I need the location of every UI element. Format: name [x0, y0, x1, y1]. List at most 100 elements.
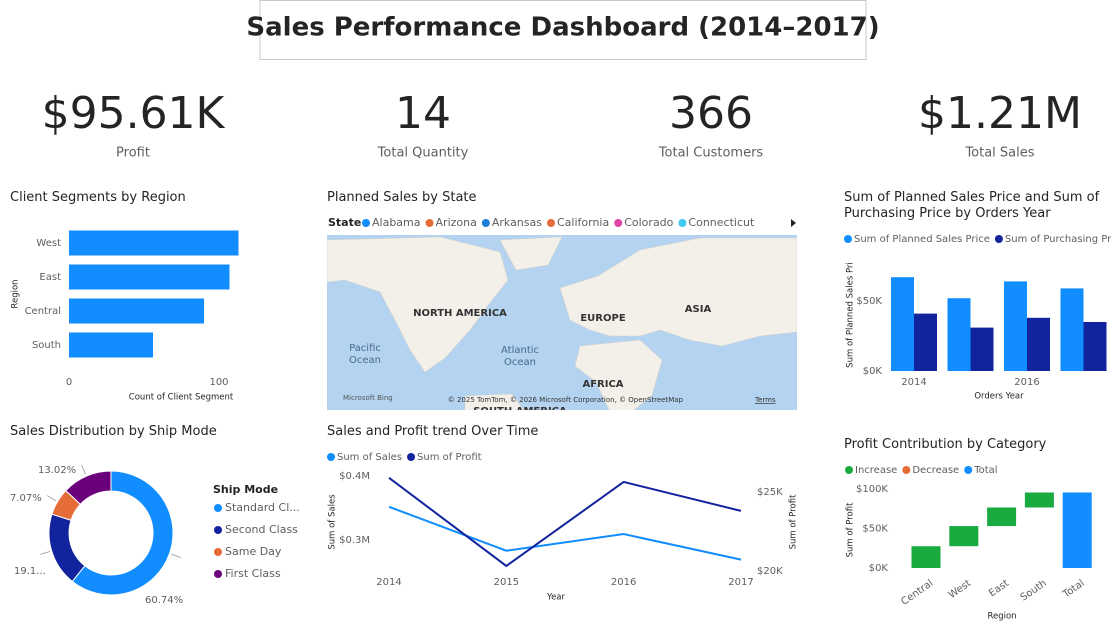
y-axis-label: Sum of Sales	[328, 494, 338, 550]
legend-label: Alabama	[372, 216, 421, 229]
x-axis-label: Orders Year	[974, 392, 1024, 402]
map-logo: Microsoft Bing	[343, 394, 393, 402]
x-tick-label: 100	[209, 377, 228, 388]
map-label: Atlantic	[501, 345, 539, 356]
y-tick-label: $0K	[869, 563, 889, 574]
data-label: 13.02%	[38, 465, 76, 476]
map-attribution: © 2025 TomTom, © 2026 Microsoft Corporat…	[448, 396, 684, 404]
x-tick-label: Central	[899, 578, 935, 608]
map-legend-title: State	[328, 216, 361, 229]
y-tick-label: East	[39, 272, 61, 283]
kpi-label: Total Quantity	[377, 146, 469, 161]
bar	[1004, 281, 1027, 371]
map-label: SOUTH AMERICA	[473, 406, 567, 417]
bar	[1024, 492, 1054, 508]
legend-label: First Class	[225, 567, 281, 580]
legend-marker	[481, 219, 490, 227]
map-label: Ocean	[349, 355, 381, 366]
y2-tick-label: $20K	[757, 566, 783, 577]
donut-slice	[65, 470, 112, 505]
y-tick-label: West	[36, 238, 61, 249]
bar	[69, 230, 239, 256]
map-label: Ocean	[504, 357, 536, 368]
legend-marker	[902, 466, 911, 474]
donut-slice	[71, 470, 174, 596]
legend-title: Ship Mode	[213, 483, 278, 496]
bar	[69, 264, 230, 290]
kpi-value: $1.21M	[918, 88, 1082, 139]
y2-tick-label: $25K	[757, 487, 783, 498]
bar	[987, 507, 1017, 527]
kpi-value: $95.61K	[42, 88, 226, 139]
bar	[970, 327, 994, 371]
legend-marker	[327, 453, 335, 461]
chart-title: Sales and Profit trend Over Time	[327, 424, 539, 439]
map-label: AFRICA	[582, 379, 623, 390]
y-tick-label: $0K	[863, 366, 883, 377]
x-tick-label: 2016	[611, 577, 636, 588]
x-axis-label: Count of Client Segment	[129, 393, 234, 403]
chart-title: Planned Sales by State	[327, 190, 477, 205]
bar	[1060, 288, 1084, 371]
x-tick-label: East	[987, 578, 1011, 599]
y-tick-label: $0.3M	[339, 535, 370, 546]
legend-marker	[214, 526, 222, 534]
legend-label: Total	[973, 465, 997, 476]
map-label: ASIA	[685, 304, 712, 315]
x-tick-label: 2017	[728, 577, 753, 588]
kpi-label: Total Customers	[658, 146, 764, 161]
x-axis-label: Year	[546, 593, 566, 603]
bar	[914, 313, 937, 371]
legend-label: California	[557, 216, 609, 229]
y-axis-label: Sum of Planned Sales Pri	[846, 262, 856, 368]
legend-label: Connecticut	[688, 216, 755, 229]
map-terms[interactable]: Terms	[754, 396, 776, 404]
bar	[69, 332, 153, 358]
legend-marker	[844, 235, 852, 243]
legend-label: Same Day	[225, 545, 282, 558]
x-tick-label: Total	[1060, 578, 1086, 601]
legend-label: Sum of Planned Sales Price	[854, 234, 990, 245]
kpi-label: Total Sales	[964, 146, 1034, 161]
dashboard-title: Sales Performance Dashboard (2014–2017)	[246, 13, 879, 43]
map: NORTH AMERICA EUROPE ASIA Pacific Ocean …	[327, 235, 797, 417]
kpi-value: 366	[669, 88, 753, 139]
legend-marker	[214, 504, 222, 512]
title-box	[259, 0, 867, 60]
map-label: EUROPE	[580, 313, 625, 324]
x-tick-label: 0	[66, 377, 72, 388]
legend-marker	[362, 219, 370, 227]
bar	[891, 277, 914, 371]
x-tick-label: West	[947, 578, 974, 601]
leader-line	[46, 495, 57, 501]
bar	[1062, 492, 1092, 568]
leader-line	[81, 464, 86, 475]
map-label: Pacific	[349, 343, 381, 354]
legend-marker	[678, 219, 687, 227]
bar	[1083, 322, 1107, 371]
legend-label: Sum of Purchasing Pri...	[1005, 234, 1111, 245]
bar	[947, 298, 971, 371]
legend-scroll[interactable]	[791, 219, 796, 227]
legend-label: Standard Cl...	[225, 501, 300, 514]
legend-label: Decrease	[912, 465, 959, 476]
y-axis-label: Region	[11, 279, 21, 308]
legend-marker	[407, 453, 416, 461]
y2-axis-label: Sum of Profit	[789, 494, 799, 549]
y-axis-label: Sum of Profit	[846, 502, 856, 557]
leader-line	[40, 551, 50, 555]
land	[327, 236, 797, 410]
data-label: 7.07%	[10, 493, 42, 504]
y-tick-label: $0.4M	[339, 471, 370, 482]
legend-marker	[614, 219, 623, 227]
legend-label: Increase	[855, 465, 897, 476]
legend-label: Sum of Profit	[417, 452, 482, 463]
legend-label: Second Class	[225, 523, 298, 536]
donut-slice	[48, 513, 86, 583]
data-label: 60.74%	[145, 595, 183, 606]
bar	[949, 526, 979, 547]
legend-label: Sum of Sales	[337, 452, 402, 463]
legend-marker	[964, 466, 973, 474]
